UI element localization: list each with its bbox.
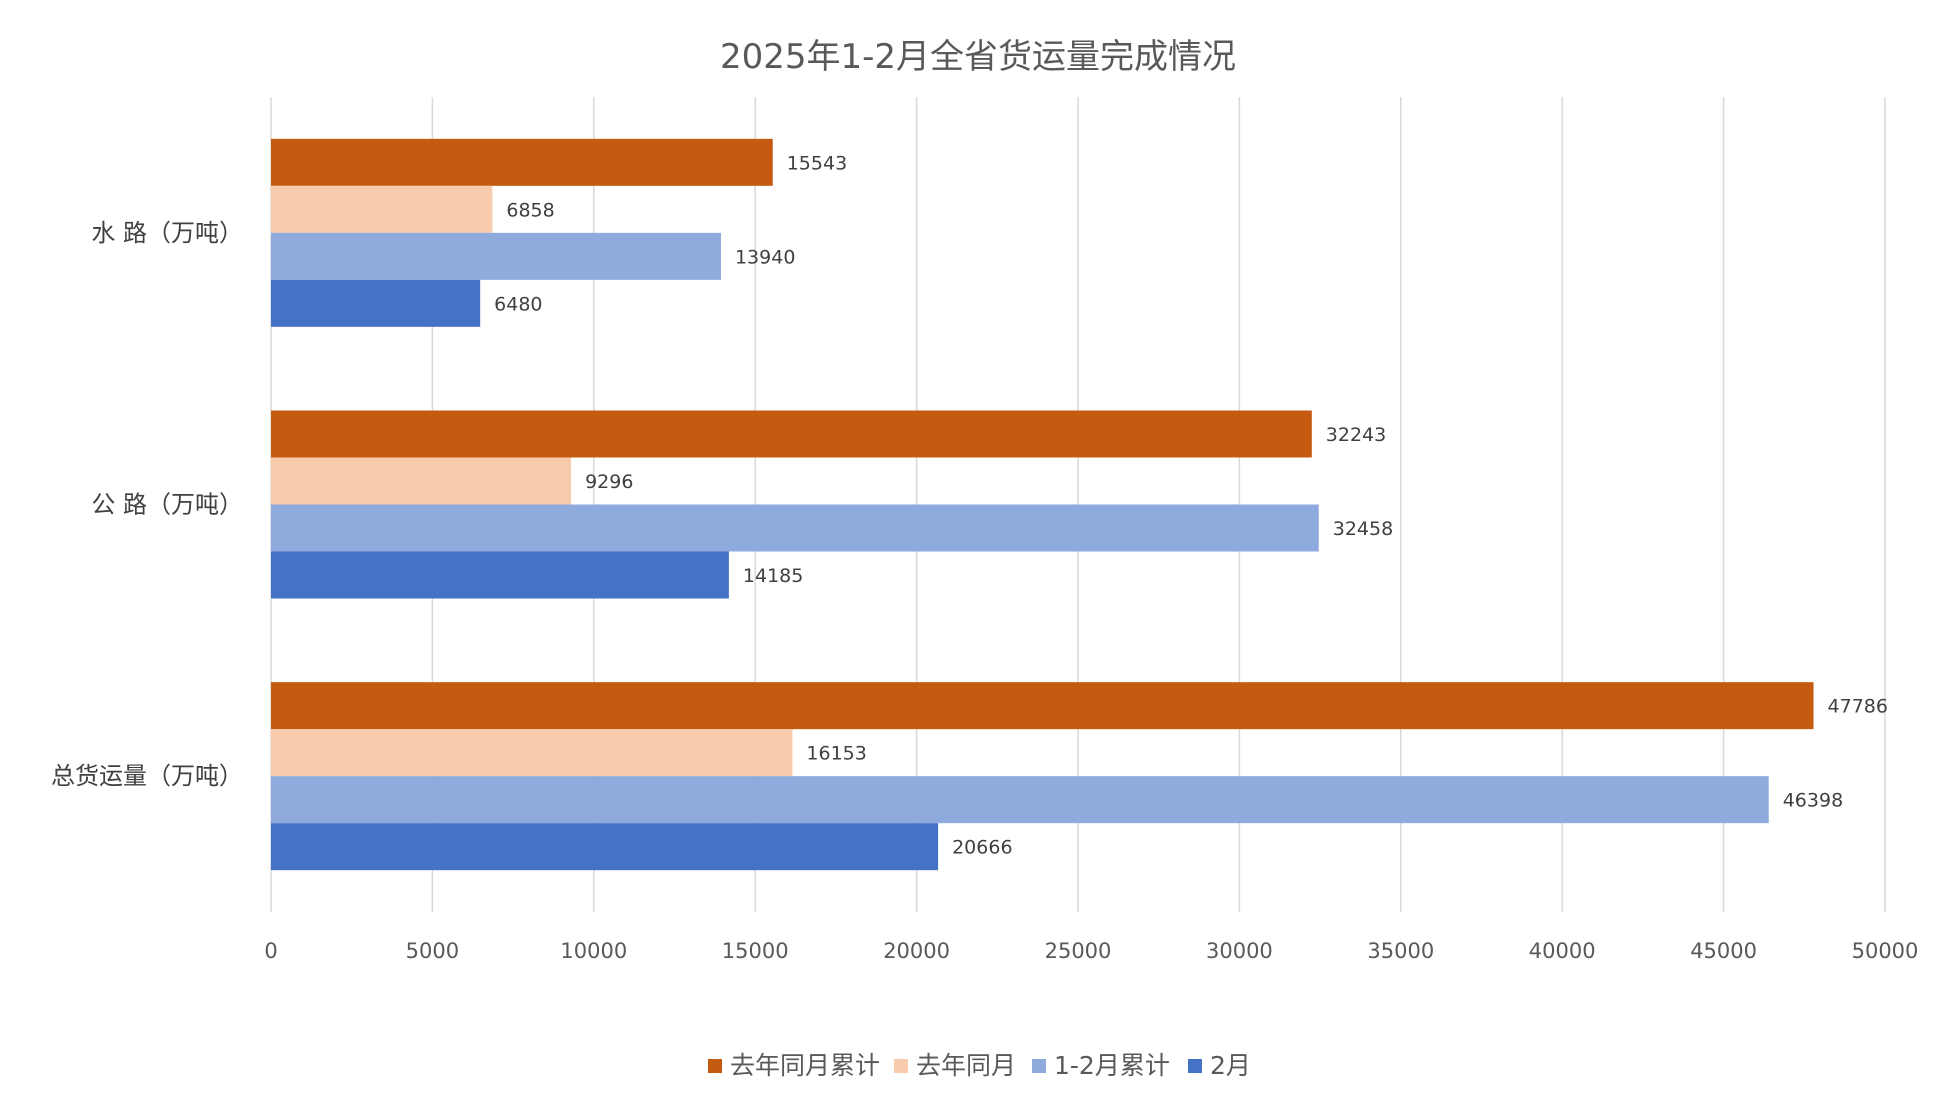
legend-swatch (894, 1059, 908, 1073)
legend-swatch (1188, 1059, 1202, 1073)
category-label: 公 路（万吨） (91, 491, 243, 519)
x-tick-label: 10000 (560, 939, 627, 963)
bar (271, 232, 721, 280)
legend-label: 去年同月累计 (730, 1051, 880, 1080)
chart-title: 2025年1-2月全省货运量完成情况 (720, 37, 1236, 77)
bar (271, 551, 729, 599)
data-label: 47786 (1828, 696, 1888, 718)
x-tick-label: 35000 (1367, 939, 1434, 963)
data-label: 20666 (952, 837, 1012, 859)
legend-label: 2月 (1210, 1051, 1251, 1080)
category-labels: 水 路（万吨） 公 路（万吨） 总货运量（万吨） (51, 219, 243, 790)
data-labels: 15543 6858 13940 6480 32243 9296 32458 14185 477… (494, 152, 1888, 858)
bar (271, 729, 793, 777)
legend-label: 去年同月 (916, 1051, 1016, 1080)
x-tick-label: 0 (264, 939, 277, 963)
x-axis-ticks: 0 5000 10000 15000 20000 25000 30000 35000 40000… (264, 939, 1918, 963)
data-label: 13940 (735, 246, 795, 268)
bar (271, 776, 1769, 824)
data-label: 32243 (1326, 424, 1386, 446)
legend: 去年同月累计 去年同月 1-2月累计 2月 (708, 1051, 1251, 1080)
data-label: 9296 (585, 471, 633, 493)
x-tick-label: 45000 (1690, 939, 1757, 963)
category-label: 水 路（万吨） (91, 219, 243, 247)
bar (271, 682, 1814, 730)
bar (271, 279, 481, 327)
x-tick-label: 30000 (1206, 939, 1273, 963)
category-label: 总货运量（万吨） (51, 762, 243, 790)
x-tick-label: 40000 (1529, 939, 1596, 963)
legend-swatch (1032, 1059, 1046, 1073)
x-tick-label: 50000 (1852, 939, 1919, 963)
bar (271, 138, 773, 186)
x-tick-label: 25000 (1045, 939, 1112, 963)
data-label: 16153 (806, 743, 866, 765)
data-label: 15543 (787, 152, 847, 174)
bar (271, 410, 1312, 458)
bar (271, 185, 493, 233)
data-label: 6858 (506, 199, 554, 221)
bar (271, 823, 939, 871)
data-label: 32458 (1333, 518, 1393, 540)
bar (271, 457, 572, 505)
data-label: 14185 (743, 565, 803, 587)
legend-swatch (708, 1059, 722, 1073)
data-label: 6480 (494, 293, 542, 315)
x-tick-label: 20000 (883, 939, 950, 963)
x-tick-label: 15000 (722, 939, 789, 963)
bar (271, 504, 1319, 552)
data-label: 46398 (1783, 790, 1843, 812)
x-tick-label: 5000 (406, 939, 459, 963)
bars (271, 138, 1814, 871)
legend-label: 1-2月累计 (1054, 1051, 1170, 1080)
